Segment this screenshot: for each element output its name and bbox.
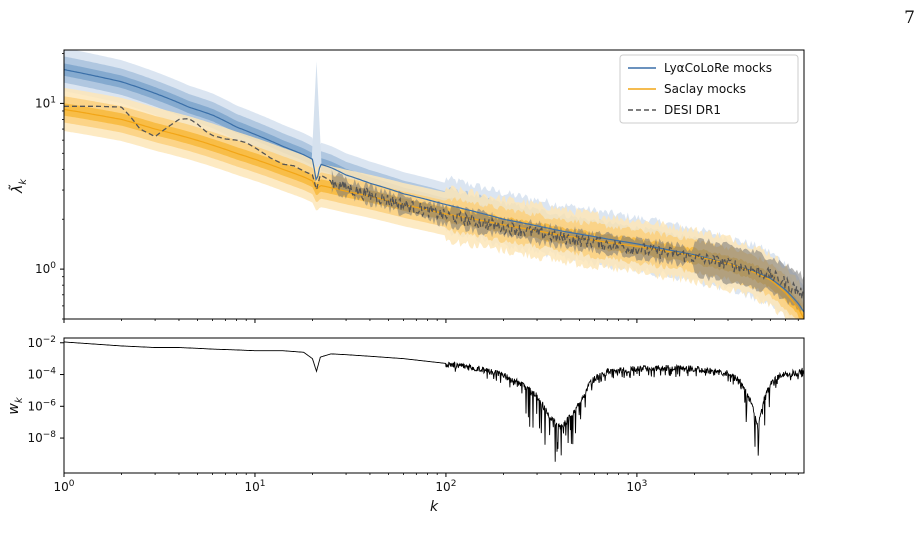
k-axis-label: k <box>430 499 439 515</box>
lambda-axis-label: λ̃k <box>8 178 29 194</box>
bot-ytick-label: 10−2 <box>27 335 56 350</box>
line-weights <box>64 341 804 462</box>
weights-axis-label: wk <box>6 396 25 414</box>
bot-ytick-label: 10−4 <box>27 367 56 382</box>
legend-label-lyacolore: LyαCoLoRe mocks <box>664 61 772 75</box>
lambda-panel-frame <box>63 49 805 320</box>
desi-scatter <box>331 169 804 315</box>
top-ytick-label: 101 <box>35 95 56 110</box>
top-ytick-label: 100 <box>35 261 56 276</box>
weights-panel: 10−2 10−4 10−6 10−8 100 101 102 103 wk k <box>6 335 805 515</box>
legend-label-desi: DESI DR1 <box>664 103 721 117</box>
bot-xtick-label: 101 <box>244 479 265 494</box>
legend-label-saclay: Saclay mocks <box>664 82 746 96</box>
legend-box <box>619 54 799 124</box>
bot-ytick-label: 10−6 <box>27 398 56 413</box>
bot-xtick-label: 102 <box>435 479 456 494</box>
lambda-panel: 100 101 λ̃k LyαCoLoRe mocks Saclay mocks … <box>8 49 805 323</box>
bot-ytick-label: 10−8 <box>27 430 56 445</box>
line-desi <box>64 105 804 299</box>
weights-panel-frame <box>63 337 805 474</box>
bot-xtick-label: 103 <box>626 479 647 494</box>
bot-xtick-label: 100 <box>53 479 74 494</box>
page-number: 7 <box>904 8 915 28</box>
band-lyacolore-3 <box>64 63 804 319</box>
line-lyacolore <box>64 69 804 313</box>
legend: LyαCoLoRe mocks Saclay mocks DESI DR1 <box>619 54 799 124</box>
